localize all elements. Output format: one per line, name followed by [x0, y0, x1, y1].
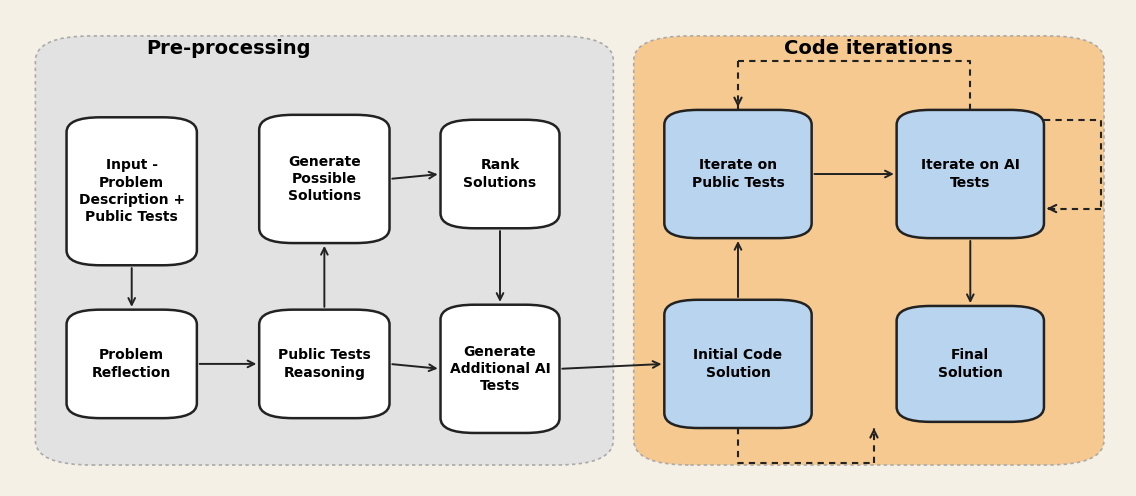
Text: Input -
Problem
Description +
Public Tests: Input - Problem Description + Public Tes… [78, 158, 185, 224]
Text: Rank
Solutions: Rank Solutions [463, 158, 536, 189]
FancyBboxPatch shape [896, 306, 1044, 422]
Text: Generate
Additional AI
Tests: Generate Additional AI Tests [450, 345, 550, 393]
Text: Iterate on AI
Tests: Iterate on AI Tests [921, 158, 1020, 189]
FancyBboxPatch shape [896, 110, 1044, 238]
Text: Public Tests
Reasoning: Public Tests Reasoning [278, 348, 370, 379]
FancyBboxPatch shape [441, 120, 560, 228]
FancyBboxPatch shape [665, 110, 811, 238]
FancyBboxPatch shape [259, 310, 390, 418]
FancyBboxPatch shape [441, 305, 560, 433]
Text: Generate
Possible
Solutions: Generate Possible Solutions [287, 155, 361, 203]
FancyBboxPatch shape [67, 310, 197, 418]
FancyBboxPatch shape [35, 36, 613, 465]
Text: Final
Solution: Final Solution [938, 348, 1003, 379]
Text: Problem
Reflection: Problem Reflection [92, 348, 172, 379]
Text: Code iterations: Code iterations [784, 39, 953, 58]
FancyBboxPatch shape [665, 300, 811, 428]
Text: Pre-processing: Pre-processing [145, 39, 310, 58]
FancyBboxPatch shape [634, 36, 1104, 465]
Text: Iterate on
Public Tests: Iterate on Public Tests [692, 158, 784, 189]
FancyBboxPatch shape [22, 16, 1114, 480]
Text: Initial Code
Solution: Initial Code Solution [693, 348, 783, 379]
FancyBboxPatch shape [67, 117, 197, 265]
FancyBboxPatch shape [259, 115, 390, 243]
